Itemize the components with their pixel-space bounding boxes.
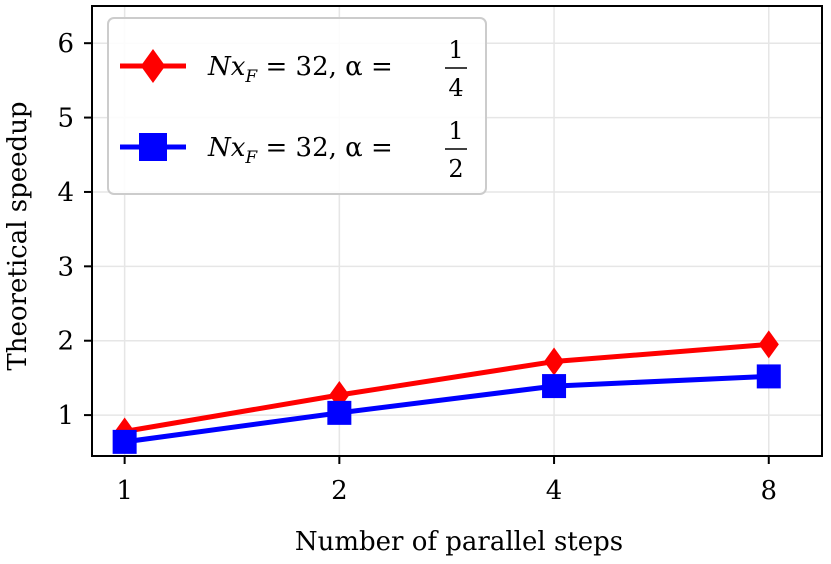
x-tick-label: 2 (331, 476, 348, 506)
x-axis-label: Number of parallel steps (295, 527, 623, 557)
series-line (124, 373, 769, 445)
plot-frame (91, 5, 823, 457)
x-tick-label: 4 (546, 476, 563, 506)
series-line (124, 341, 769, 434)
y-axis-label: Theoretical speedup (3, 101, 33, 370)
legend-entry: NxF = 32, α = 1 2 (120, 117, 467, 183)
legend: NxF = 32, α = 1 4 NxF = 32, α = 1 2 (107, 17, 487, 195)
y-tick-label: 6 (57, 29, 74, 59)
series-square (112, 364, 781, 454)
x-tick-label: 1 (116, 476, 133, 506)
y-tick-label: 5 (57, 104, 74, 134)
legend-label: NxF = 32, α = (207, 52, 393, 87)
data-point (327, 400, 352, 425)
series-layer (112, 330, 781, 454)
data-point (756, 364, 781, 389)
legend-box (107, 17, 487, 195)
legend-label: NxF = 32, α = (207, 133, 393, 168)
legend-marker (139, 133, 167, 161)
legend-fraction-numerator: 1 (448, 36, 463, 64)
y-tick-label: 1 (57, 401, 74, 431)
legend-marker (140, 49, 166, 83)
data-point (542, 374, 567, 399)
legend-fraction-denominator: 2 (448, 155, 463, 183)
y-tick-label: 4 (57, 178, 74, 208)
legend-fraction-numerator: 1 (448, 117, 463, 145)
data-point (758, 330, 779, 359)
data-point (112, 429, 137, 454)
x-tick-label: 8 (760, 476, 777, 506)
y-tick-label: 2 (57, 327, 74, 357)
legend-entry: NxF = 32, α = 1 4 (120, 36, 467, 102)
legend-fraction-denominator: 4 (448, 74, 463, 102)
y-tick-label: 3 (57, 252, 74, 282)
data-point (543, 347, 565, 376)
